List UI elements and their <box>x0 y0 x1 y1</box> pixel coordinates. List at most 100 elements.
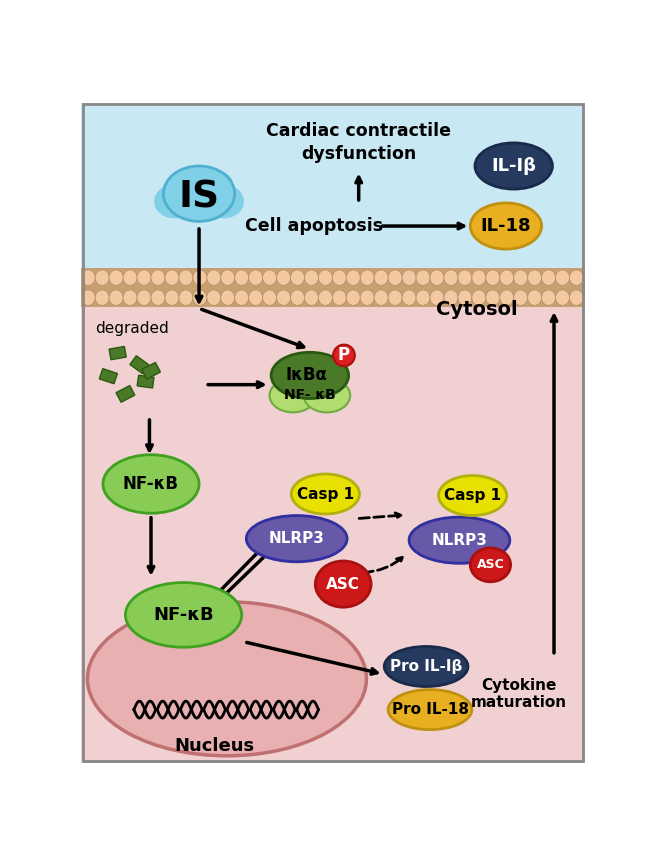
Text: NF-κB: NF-κB <box>153 606 214 624</box>
Ellipse shape <box>221 290 235 305</box>
Ellipse shape <box>388 290 402 305</box>
Ellipse shape <box>472 270 486 285</box>
Ellipse shape <box>500 270 514 285</box>
Ellipse shape <box>318 270 332 285</box>
Ellipse shape <box>304 379 350 412</box>
Ellipse shape <box>179 270 193 285</box>
Ellipse shape <box>471 548 511 582</box>
Ellipse shape <box>416 290 430 305</box>
Ellipse shape <box>270 379 316 412</box>
Text: Casp 1: Casp 1 <box>297 487 354 501</box>
Ellipse shape <box>207 290 221 305</box>
Ellipse shape <box>556 270 569 285</box>
Text: IL-18: IL-18 <box>480 217 531 235</box>
Ellipse shape <box>263 290 276 305</box>
Ellipse shape <box>416 270 430 285</box>
Ellipse shape <box>318 290 332 305</box>
Ellipse shape <box>81 270 95 285</box>
Ellipse shape <box>165 290 179 305</box>
Ellipse shape <box>263 270 276 285</box>
Ellipse shape <box>125 583 242 647</box>
Ellipse shape <box>332 290 346 305</box>
Ellipse shape <box>137 290 151 305</box>
Ellipse shape <box>514 290 528 305</box>
Ellipse shape <box>514 270 528 285</box>
Ellipse shape <box>444 270 458 285</box>
Ellipse shape <box>276 290 291 305</box>
Ellipse shape <box>123 270 137 285</box>
Ellipse shape <box>569 270 584 285</box>
Ellipse shape <box>151 290 165 305</box>
Ellipse shape <box>541 270 556 285</box>
Ellipse shape <box>95 290 109 305</box>
Text: Cell apoptosis: Cell apoptosis <box>244 217 383 235</box>
Bar <box>81 268 585 307</box>
Ellipse shape <box>109 290 123 305</box>
Ellipse shape <box>315 561 371 608</box>
Ellipse shape <box>154 184 194 219</box>
Ellipse shape <box>486 270 500 285</box>
Ellipse shape <box>402 270 416 285</box>
Ellipse shape <box>179 290 193 305</box>
Ellipse shape <box>430 290 444 305</box>
Ellipse shape <box>193 290 207 305</box>
Text: ASC: ASC <box>326 577 360 591</box>
Ellipse shape <box>109 270 123 285</box>
Text: NF-κB: NF-κB <box>123 475 179 493</box>
Ellipse shape <box>360 290 374 305</box>
Polygon shape <box>99 369 118 384</box>
Ellipse shape <box>249 270 263 285</box>
Ellipse shape <box>584 290 597 305</box>
Ellipse shape <box>486 290 500 305</box>
Ellipse shape <box>276 270 291 285</box>
Text: NLRP3: NLRP3 <box>268 531 324 546</box>
Ellipse shape <box>388 690 472 729</box>
Polygon shape <box>116 386 135 402</box>
Ellipse shape <box>458 290 472 305</box>
Ellipse shape <box>235 290 249 305</box>
Text: IκBα: IκBα <box>286 367 328 385</box>
Ellipse shape <box>304 290 318 305</box>
Polygon shape <box>142 363 161 379</box>
Ellipse shape <box>193 270 207 285</box>
Ellipse shape <box>458 270 472 285</box>
Ellipse shape <box>235 270 249 285</box>
Ellipse shape <box>444 290 458 305</box>
Text: NLRP3: NLRP3 <box>432 533 488 548</box>
Ellipse shape <box>541 290 556 305</box>
Bar <box>81 103 585 273</box>
Text: Pro IL-Iβ: Pro IL-Iβ <box>390 659 462 674</box>
Ellipse shape <box>163 166 235 221</box>
Text: Cardiac contractile
dysfunction: Cardiac contractile dysfunction <box>266 123 451 164</box>
Text: Cytokine
maturation: Cytokine maturation <box>471 678 567 710</box>
Ellipse shape <box>528 270 541 285</box>
Ellipse shape <box>95 270 109 285</box>
Ellipse shape <box>475 143 552 189</box>
Ellipse shape <box>221 270 235 285</box>
Ellipse shape <box>569 290 584 305</box>
Ellipse shape <box>346 290 360 305</box>
Ellipse shape <box>81 290 95 305</box>
Ellipse shape <box>388 270 402 285</box>
Ellipse shape <box>199 171 233 198</box>
Ellipse shape <box>123 290 137 305</box>
Ellipse shape <box>168 171 202 198</box>
Text: IL-Iβ: IL-Iβ <box>491 157 536 175</box>
Text: Pro IL-18: Pro IL-18 <box>391 702 469 717</box>
Ellipse shape <box>291 290 304 305</box>
Ellipse shape <box>103 455 199 513</box>
Ellipse shape <box>556 290 569 305</box>
Ellipse shape <box>203 184 244 219</box>
Ellipse shape <box>430 270 444 285</box>
Polygon shape <box>130 356 149 374</box>
Ellipse shape <box>249 290 263 305</box>
Text: ASC: ASC <box>476 559 504 572</box>
Ellipse shape <box>346 270 360 285</box>
Ellipse shape <box>374 290 388 305</box>
Ellipse shape <box>304 270 318 285</box>
Ellipse shape <box>165 270 179 285</box>
Ellipse shape <box>584 270 597 285</box>
Ellipse shape <box>151 270 165 285</box>
Ellipse shape <box>163 166 235 221</box>
Text: Casp 1: Casp 1 <box>444 488 501 503</box>
